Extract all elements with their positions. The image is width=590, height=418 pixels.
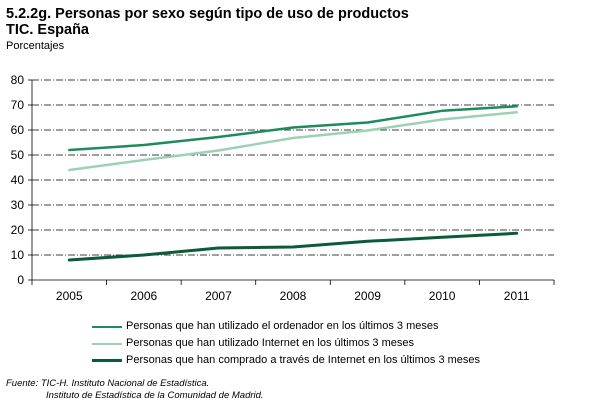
x-tick-label: 2009 — [354, 289, 381, 303]
series-line-3 — [67, 231, 519, 262]
legend-swatch — [92, 325, 122, 328]
y-tick-label: 10 — [11, 248, 25, 262]
series-line-2 — [68, 111, 518, 172]
x-tick-label: 2005 — [56, 289, 83, 303]
source-line2: Instituto de Estadística de la Comunidad… — [46, 390, 264, 401]
units-label: Porcentajes — [6, 40, 65, 52]
legend: Personas que han utilizado el ordenador … — [92, 318, 480, 369]
y-tick-label: 60 — [11, 123, 25, 137]
y-tick-label: 50 — [11, 148, 25, 162]
x-tick-label: 2011 — [504, 289, 530, 303]
data-series — [67, 105, 519, 262]
x-tick-label: 2007 — [205, 289, 232, 303]
y-tick-label: 70 — [11, 98, 25, 112]
chart-title-line2: TIC. España — [6, 22, 89, 38]
legend-item: Personas que han comprado a través de In… — [92, 352, 480, 369]
legend-label: Personas que han utilizado Internet en l… — [126, 337, 414, 349]
chart-title-line1: 5.2.2g. Personas por sexo según tipo de … — [6, 6, 409, 22]
y-tick-label: 40 — [11, 173, 25, 187]
tick-labels: 0 10 20 30 40 50 60 70 80 2005 2006 2007 2008 2009 201… — [11, 73, 530, 303]
x-tick-label: 2006 — [131, 289, 158, 303]
gridlines — [32, 79, 554, 256]
legend-item: Personas que han utilizado Internet en l… — [92, 335, 480, 352]
x-tick-label: 2010 — [429, 289, 456, 303]
source-line1: Fuente: TIC-H. Instituto Nacional de Est… — [6, 378, 210, 389]
legend-swatch — [92, 359, 122, 362]
legend-swatch — [92, 342, 122, 345]
legend-label: Personas que han utilizado el ordenador … — [126, 320, 439, 332]
x-tick-label: 2008 — [280, 289, 307, 303]
legend-label: Personas que han comprado a través de In… — [126, 354, 481, 366]
y-tick-label: 0 — [17, 273, 24, 287]
source-note: Fuente: TIC-H. Instituto Nacional de Est… — [6, 378, 264, 402]
series-line-1 — [68, 105, 518, 152]
y-tick-label: 80 — [11, 73, 25, 87]
chart-title: 5.2.2g. Personas por sexo según tipo de … — [6, 6, 409, 38]
y-tick-label: 30 — [11, 198, 25, 212]
y-tick-label: 20 — [11, 223, 25, 237]
legend-item: Personas que han utilizado el ordenador … — [92, 318, 480, 335]
axes — [28, 79, 555, 285]
